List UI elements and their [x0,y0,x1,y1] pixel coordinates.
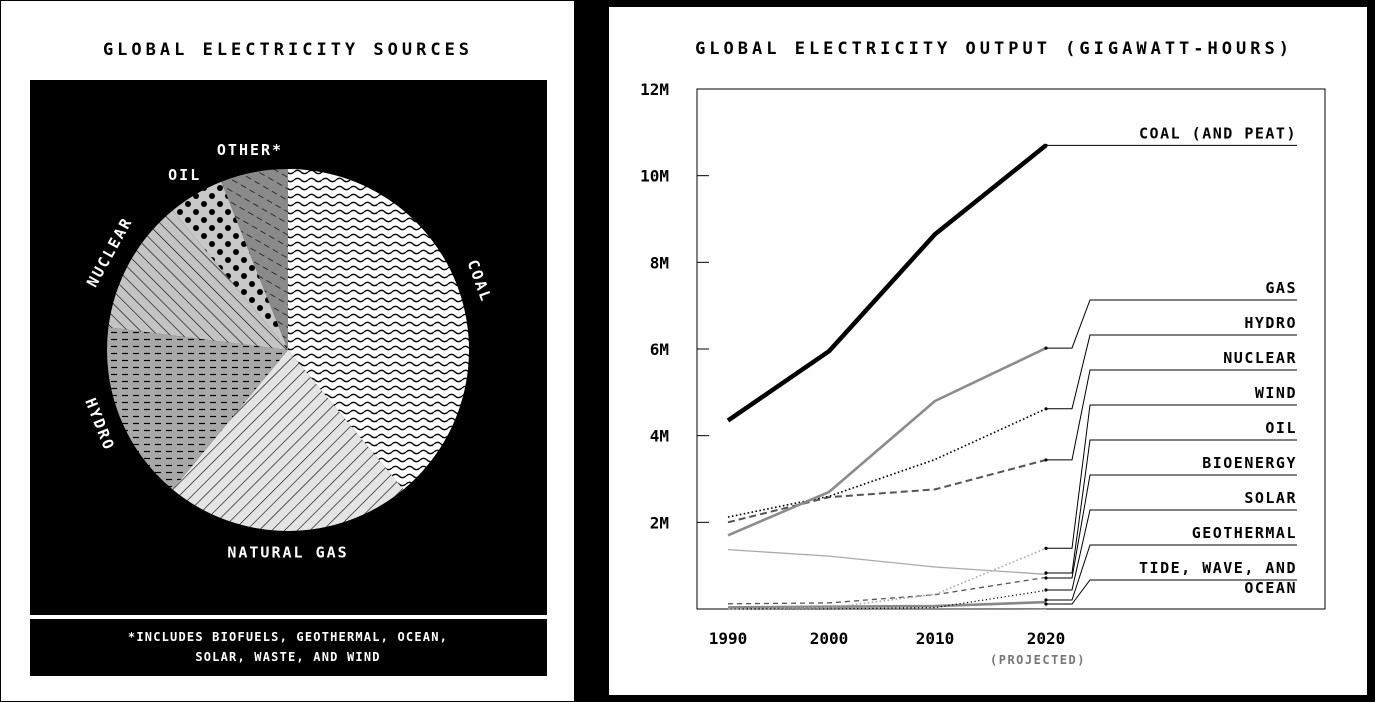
projected-note: (PROJECTED) [990,653,1086,667]
pie-slice-nuclear [108,210,289,350]
series-label-coal-and-peat: COAL (AND PEAT) [1139,124,1297,142]
leader-line-solar [1046,509,1297,591]
leader-line-nuclear [1046,369,1297,461]
x-tick-label: 2000 [810,629,849,648]
y-tick-label: 6M [650,340,669,359]
leader-line-hydro [1046,334,1297,410]
leader-line-tide-wave-and-ocean [1046,579,1297,605]
series-line-solar [727,589,1047,610]
leader-line-geothermal [1046,544,1297,601]
leader-line-oil [1046,439,1297,574]
series-line-gas [727,346,1047,537]
series-line-bioenergy [727,576,1047,605]
series-label-nuclear: NUCLEAR [1223,349,1297,367]
leader-line-bioenergy [1046,474,1297,579]
x-tick-label: 2020 [1027,629,1066,648]
series-label-geothermal: GEOTHERMAL [1192,524,1297,542]
line-chart: 2M 4M 6M 8M 10M 12M 1990 2000 2010 2020 COAL (AND … [640,80,1297,648]
pie-title: GLOBAL ELECTRICITY SOURCES [103,40,473,60]
y-tick-label: 2M [650,513,669,532]
footnote-box [30,619,547,676]
series-label-tide-wave-and-ocean-cont: OCEAN [1244,579,1297,597]
series-label-gas: GAS [1265,279,1297,297]
pie-slice-hydro [107,327,288,490]
pie-slice-oil [172,181,288,350]
pie-slice-other [221,169,288,350]
pie-slice-natural-gas [172,350,404,531]
x-tick-label: 2010 [916,629,955,648]
pie-label-oil: OIL [168,166,201,184]
pie-label-natural-gas: NATURAL GAS [227,544,348,562]
footnote-line-2: SOLAR, WASTE, AND WIND [195,650,380,664]
y-tick-label: 4M [650,427,669,446]
y-tick-label: 12M [640,80,669,99]
y-tick-label: 8M [650,253,669,272]
pie-slice-coal [288,169,469,490]
series-line-nuclear [727,458,1047,524]
leader-line-gas [1046,299,1297,349]
series-label-tide-wave-and-ocean: TIDE, WAVE, AND [1139,559,1297,577]
y-tick-label: 10M [640,167,669,186]
series-label-hydro: HYDRO [1244,314,1297,332]
x-tick-label: 1990 [709,629,748,648]
series-label-bioenergy: BIOENERGY [1202,454,1297,472]
footnote-line-1: *INCLUDES BIOFUELS, GEOTHERMAL, OCEAN, [128,630,448,644]
series-label-oil: OIL [1265,419,1297,437]
series-label-wind: WIND [1255,384,1297,402]
series-line-geothermal [727,600,1047,609]
pie-label-other: OTHER* [217,141,283,159]
leader-line-wind [1046,404,1297,549]
series-line-hydro [727,408,1047,518]
series-line-coal-and-peat [726,143,1048,423]
line-chart-title: GLOBAL ELECTRICITY OUTPUT (GIGAWATT-HOUR… [695,39,1293,59]
series-label-solar: SOLAR [1244,489,1297,507]
